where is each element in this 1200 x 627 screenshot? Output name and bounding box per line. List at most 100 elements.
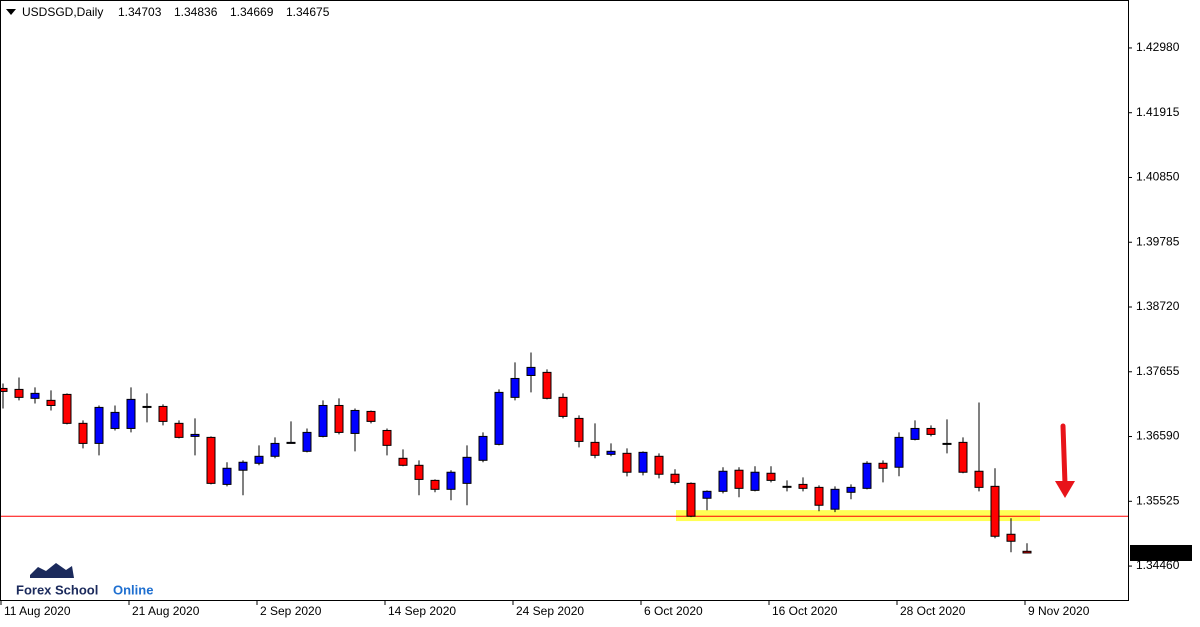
candle-body [174,422,184,438]
x-tick-label: 14 Sep 2020 [388,604,456,618]
menu-triangle [6,9,16,15]
candle-body [366,410,376,422]
x-tick-label: 24 Sep 2020 [516,604,584,618]
candle-body [782,485,792,488]
candle-body [318,404,328,437]
candle-body [590,441,600,456]
y-tick-label: 1.37655 [1136,364,1180,378]
candle-body [206,436,216,484]
y-tick-label: 1.41915 [1136,105,1180,119]
y-tick-label: 1.35525 [1136,493,1180,507]
candle-body [814,486,824,506]
candle-body [702,490,712,499]
candle-body [110,411,120,429]
logo: Forex School Online [16,563,153,597]
candle-body [46,399,56,406]
candle-body [894,436,904,468]
candle-body [302,431,312,452]
y-tick-label: 1.34460 [1136,558,1180,572]
candle-body [766,472,776,481]
x-tick-label: 11 Aug 2020 [4,604,71,618]
candle-body [686,482,696,517]
candle-body [1006,533,1016,542]
candle-body [574,417,584,442]
candle-body [478,435,488,461]
candle-body [990,485,1000,537]
candle-body [910,427,920,440]
candle-body [830,488,840,510]
candle-body [430,479,440,490]
header-low: 1.34669 [230,5,274,19]
candle-body [382,429,392,446]
candle-body [414,464,424,480]
candle-body [510,377,520,398]
candle-body [254,455,264,464]
candle-body [878,462,888,469]
logo-text: Forex School [16,582,98,597]
candle-body [958,441,968,473]
candle-body [398,457,408,466]
candle-body [974,470,984,488]
candle-body [1022,550,1032,554]
candle-body [30,392,40,399]
price-label: 1.34675 [1136,545,1180,559]
plot-area [0,352,1128,554]
candle-body [462,456,472,484]
candle-body [62,393,72,424]
candle-body [78,422,88,444]
candle-body [750,471,760,491]
candle-body [718,470,728,492]
candle-body [350,409,360,434]
candle-body [606,450,616,455]
candle-body [926,427,936,435]
x-tick-label: 9 Nov 2020 [1028,604,1090,618]
y-tick-label: 1.36590 [1136,429,1180,443]
candle-body [142,405,152,408]
x-tick-label: 21 Aug 2020 [132,604,200,618]
y-tick-label: 1.40850 [1136,170,1180,184]
candle-body [94,406,104,444]
x-tick-label: 2 Sep 2020 [260,604,322,618]
chart-title: USDSGD,Daily [22,5,103,19]
candle-body [126,398,136,429]
candle-body [158,405,168,422]
candle-body [190,433,200,437]
candle-body [638,451,648,473]
x-tick-label: 6 Oct 2020 [644,604,703,618]
candle-body [734,469,744,489]
logo-text: Online [113,582,153,597]
candle-body [446,471,456,490]
x-tick-label: 16 Oct 2020 [772,604,838,618]
plot-frame [0,0,1129,601]
candle-body [542,371,552,399]
candle-body [494,391,504,445]
candle-body [654,455,664,475]
zone [676,510,1040,522]
candle-body [942,442,952,445]
y-tick-label: 1.39785 [1136,234,1180,248]
candle-body [14,388,24,398]
y-tick-label: 1.38720 [1136,299,1180,313]
arrow [1055,423,1075,498]
candle-body [334,404,344,433]
candle-body [846,486,856,493]
candle-body [558,396,568,417]
candle-body [222,467,232,485]
header-open: 1.34703 [118,5,162,19]
x-tick-label: 28 Oct 2020 [900,604,966,618]
candle-body [526,366,536,376]
candle-body [0,387,8,392]
candle-body [286,441,296,444]
candle-body [862,462,872,489]
header-high: 1.34836 [174,5,218,19]
candle-body [238,461,248,471]
price-label-box [1130,544,1192,561]
candle-body [270,442,280,457]
candle-body [798,483,808,489]
candle-body [622,452,632,473]
header-close: 1.34675 [286,5,330,19]
candle-body [670,473,680,483]
y-tick-label: 1.42980 [1136,40,1180,54]
